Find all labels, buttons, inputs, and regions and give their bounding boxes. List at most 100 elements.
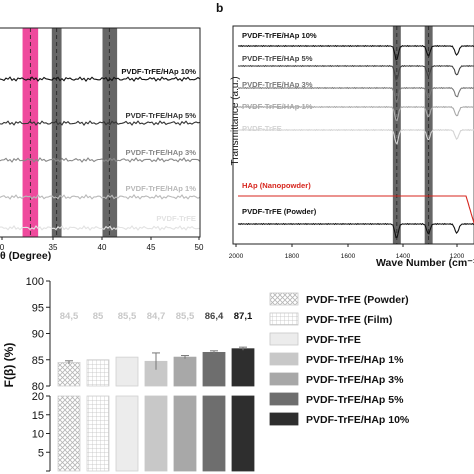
panel-c-legend-swatch-6 [269, 412, 299, 426]
panel-a-curve-4 [0, 225, 201, 231]
panel-a-series-label-1: PVDF-TrFE/HAp 5% [126, 111, 197, 120]
panel-c-bar-lower-6 [231, 395, 255, 472]
panel-c-bar-upper-1 [86, 359, 110, 387]
panel-c-legend-swatch-1 [269, 312, 299, 326]
panel-c-bar-lower-3 [144, 395, 168, 472]
panel-c-axes: 80 85 90 95 100 5 10 15 20 [26, 276, 51, 472]
panel-a-tick-label-1: 35 [49, 243, 58, 252]
panel-a-tick-label-3: 45 [147, 243, 156, 252]
panel-a-series-label-2: PVDF-TrFE/HAp 3% [126, 148, 197, 157]
panel-b: b Transmittance (a.u.) PVDF-TrFE/HAp 10%… [216, 1, 474, 269]
panel-b-ylabel: Transmittance (a.u.) [230, 76, 241, 165]
panel-a-curves [0, 76, 201, 231]
panel-c-legend-label-2: PVDF-TrFE [306, 334, 361, 346]
panel-c-bar-lower-1 [86, 395, 110, 472]
panel-c-bar-upper-5 [202, 351, 226, 387]
panel-b-series-label-3: PVDF-TrFE/HAp 1% [242, 102, 313, 111]
panel-b-tick-label-3: 1400 [396, 253, 411, 260]
panel-a-curve-0 [0, 76, 201, 83]
panel-c-value-label-6: 87,1 [234, 311, 253, 322]
panel-a: PVDF-TrFE/HAp 10% PVDF-TrFE/HAp 5% PVDF-Tr… [0, 27, 204, 262]
panel-c-ytick-label-lower-1: 5 [38, 447, 44, 459]
panel-c-legend-swatch-3 [269, 352, 299, 366]
panel-c-legend-swatch-2 [269, 332, 299, 346]
panel-a-series-label-4: PVDF-TrFE [156, 214, 196, 223]
panel-c-ytick-label-upper-3: 95 [32, 302, 44, 314]
panel-a-tick-label-0: 0 [0, 243, 5, 252]
panel-b-curve-3 [237, 105, 474, 122]
panel-a-series-label-3: PVDF-TrFE/HAp 1% [126, 184, 197, 193]
panel-b-series-labels: PVDF-TrFE/HAp 10% PVDF-TrFE/HAp 5% PVDF-Tr… [242, 31, 317, 216]
panel-a-bands [22, 28, 118, 237]
panel-c-ytick-label-upper-0: 80 [32, 381, 44, 393]
panel-c-bar-upper-0 [57, 361, 81, 387]
panel-a-curve-3 [0, 193, 201, 200]
panel-a-band-2 [102, 28, 118, 237]
panel-b-series-label-4: PVDF-TrFE [242, 124, 282, 133]
panel-b-tick-label-0: 2000 [229, 253, 244, 260]
panel-c: F(β) (%) 80 85 90 95 100 5 10 15 20 84,5 85 85,5 84… [2, 276, 410, 472]
panel-c-bar-upper-4 [173, 356, 197, 387]
panel-c-legend-label-0: PVDF-TrFE (Powder) [306, 294, 409, 306]
panel-a-frame [0, 27, 201, 238]
panel-a-band-1 [51, 28, 62, 237]
panel-b-curve-5 [238, 195, 474, 225]
panel-a-tick-label-2: 40 [98, 243, 107, 252]
panel-c-bar-lower-0 [57, 395, 81, 472]
panel-c-ylabel: F(β) (%) [2, 343, 16, 388]
panel-b-frame [232, 25, 474, 245]
panel-c-ytick-label-lower-4: 20 [32, 391, 44, 403]
panel-c-legend-label-5: PVDF-TrFE/HAp 5% [306, 394, 404, 406]
panel-b-curve-6 [237, 222, 474, 239]
panel-c-value-label-4: 85,5 [176, 311, 195, 322]
panel-c-ytick-label-upper-2: 90 [32, 329, 44, 341]
panel-c-ytick-label-lower-2: 10 [32, 429, 44, 441]
panel-a-series-label-0: PVDF-TrFE/HAp 10% [121, 67, 196, 76]
panel-c-legend: PVDF-TrFE (Powder) PVDF-TrFE (Film) PVDF-T… [269, 292, 410, 426]
panel-b-series-label-1: PVDF-TrFE/HAp 5% [242, 54, 313, 63]
panel-b-bands [392, 26, 474, 244]
panel-a-curve-2 [0, 157, 201, 163]
panel-c-bar-lower-5 [202, 395, 226, 472]
panel-b-curve-4 [237, 128, 474, 145]
panel-b-curve-1 [237, 64, 474, 81]
panel-b-tick-label-1: 1800 [285, 253, 300, 260]
panel-c-legend-label-6: PVDF-TrFE/HAp 10% [306, 414, 410, 426]
panel-c-value-label-5: 86,4 [205, 311, 224, 322]
panel-a-x-ticks: 0 35 40 45 50 [0, 237, 204, 252]
panel-b-curves [237, 44, 474, 239]
panel-c-legend-label-3: PVDF-TrFE/HAp 1% [306, 354, 404, 366]
panel-c-legend-swatch-0 [269, 292, 299, 306]
panel-c-value-label-2: 85,5 [118, 311, 137, 322]
panel-c-legend-label-1: PVDF-TrFE (Film) [306, 314, 392, 326]
panel-a-series-labels: PVDF-TrFE/HAp 10% PVDF-TrFE/HAp 5% PVDF-Tr… [121, 67, 196, 223]
panel-c-value-label-0: 84,5 [60, 311, 79, 322]
panel-c-value-label-3: 84,7 [147, 311, 166, 322]
panel-b-tick-label-4: 1200 [450, 253, 465, 260]
panel-b-curve-2 [237, 86, 474, 103]
panel-b-series-label-6: PVDF-TrFE (Powder) [242, 207, 317, 216]
panel-c-bars: 84,5 85 85,5 84,7 85,5 86,4 87,1 [57, 311, 255, 472]
panel-a-curve-1 [0, 120, 201, 127]
panel-b-tick-label-2: 1600 [341, 253, 356, 260]
panel-a-xlabel: θ (Degree) [0, 250, 51, 262]
panel-b-series-label-5: HAp (Nanopowder) [242, 181, 311, 190]
panel-c-bar-upper-2 [115, 356, 139, 387]
panel-b-xlabel: Wave Number (cm⁻¹) [376, 257, 474, 269]
panel-b-curve-0 [237, 44, 474, 61]
panel-b-label: b [216, 1, 223, 15]
panel-c-ytick-label-upper-4: 100 [26, 276, 44, 288]
panel-a-tick-label-4: 50 [195, 243, 204, 252]
panel-c-bar-lower-4 [173, 395, 197, 472]
panel-c-bar-upper-6 [231, 348, 255, 387]
panel-c-legend-label-4: PVDF-TrFE/HAp 3% [306, 374, 404, 386]
panel-c-legend-swatch-4 [269, 372, 299, 386]
panel-c-bar-lower-2 [115, 395, 139, 472]
panel-c-ytick-label-lower-3: 15 [32, 410, 44, 422]
panel-c-legend-swatch-5 [269, 392, 299, 406]
panel-b-series-label-2: PVDF-TrFE/HAp 3% [242, 80, 313, 89]
panel-b-x-ticks: 2000 1800 1600 1400 1200 [229, 244, 465, 260]
panel-b-series-label-0: PVDF-TrFE/HAp 10% [242, 31, 317, 40]
panel-c-ytick-label-upper-1: 85 [32, 355, 44, 367]
